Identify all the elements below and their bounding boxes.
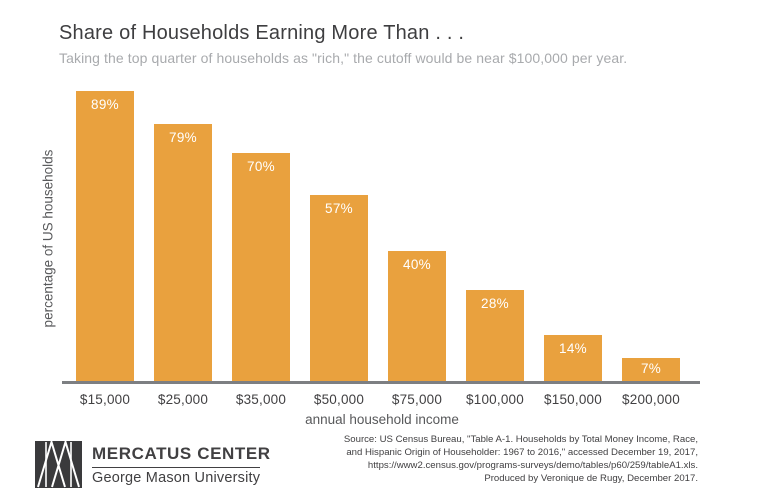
bar: 79%	[154, 124, 212, 381]
source-line: and Hispanic Origin of Householder: 1967…	[346, 447, 698, 458]
logo-text-block: MERCATUS CENTER George Mason University	[92, 441, 271, 488]
bar: 57%	[310, 195, 368, 381]
bar-value-label: 70%	[247, 159, 275, 174]
mercatus-m-monogram-icon	[35, 441, 82, 488]
bar: 14%	[544, 335, 602, 381]
x-tick-label: $50,000	[313, 392, 365, 407]
chart-subtitle: Taking the top quarter of households as …	[59, 50, 628, 66]
source-line: Source: US Census Bureau, "Table A-1. Ho…	[343, 434, 698, 445]
source-line: Produced by Veronique de Rugy, December …	[484, 473, 698, 484]
bar: 28%	[466, 290, 524, 381]
bar-value-label: 79%	[169, 130, 197, 145]
chart-title: Share of Households Earning More Than . …	[59, 22, 465, 44]
x-tick-label: $200,000	[622, 392, 680, 407]
bar-value-label: 28%	[481, 296, 509, 311]
bar-value-label: 14%	[559, 341, 587, 356]
x-tick-label: $100,000	[466, 392, 524, 407]
x-tick-label: $75,000	[391, 392, 443, 407]
bar-value-label: 89%	[91, 97, 119, 112]
logo-org-name: MERCATUS CENTER	[92, 443, 271, 463]
mercatus-logo: MERCATUS CENTER George Mason University	[35, 441, 271, 488]
x-tick-label: $15,000	[79, 392, 131, 407]
y-axis-title: percentage of US households	[40, 149, 56, 328]
bar: 7%	[622, 358, 680, 381]
source-line: https://www2.census.gov/programs-surveys…	[367, 460, 698, 471]
bar: 70%	[232, 153, 290, 381]
x-tick-label: $35,000	[235, 392, 287, 407]
bar-value-label: 57%	[325, 201, 353, 216]
bar: 89%	[76, 91, 134, 381]
x-tick-label: $25,000	[157, 392, 209, 407]
x-tick-label: $150,000	[544, 392, 602, 407]
bar-value-label: 40%	[403, 257, 431, 272]
x-axis-title: annual household income	[305, 412, 459, 427]
source-attribution: Source: US Census Bureau, "Table A-1. Ho…	[278, 433, 698, 485]
logo-university-name: George Mason University	[92, 469, 261, 486]
bar-value-label: 7%	[640, 361, 662, 376]
logo-divider	[92, 466, 260, 468]
bar: 40%	[388, 251, 446, 381]
x-axis-line	[62, 381, 700, 384]
